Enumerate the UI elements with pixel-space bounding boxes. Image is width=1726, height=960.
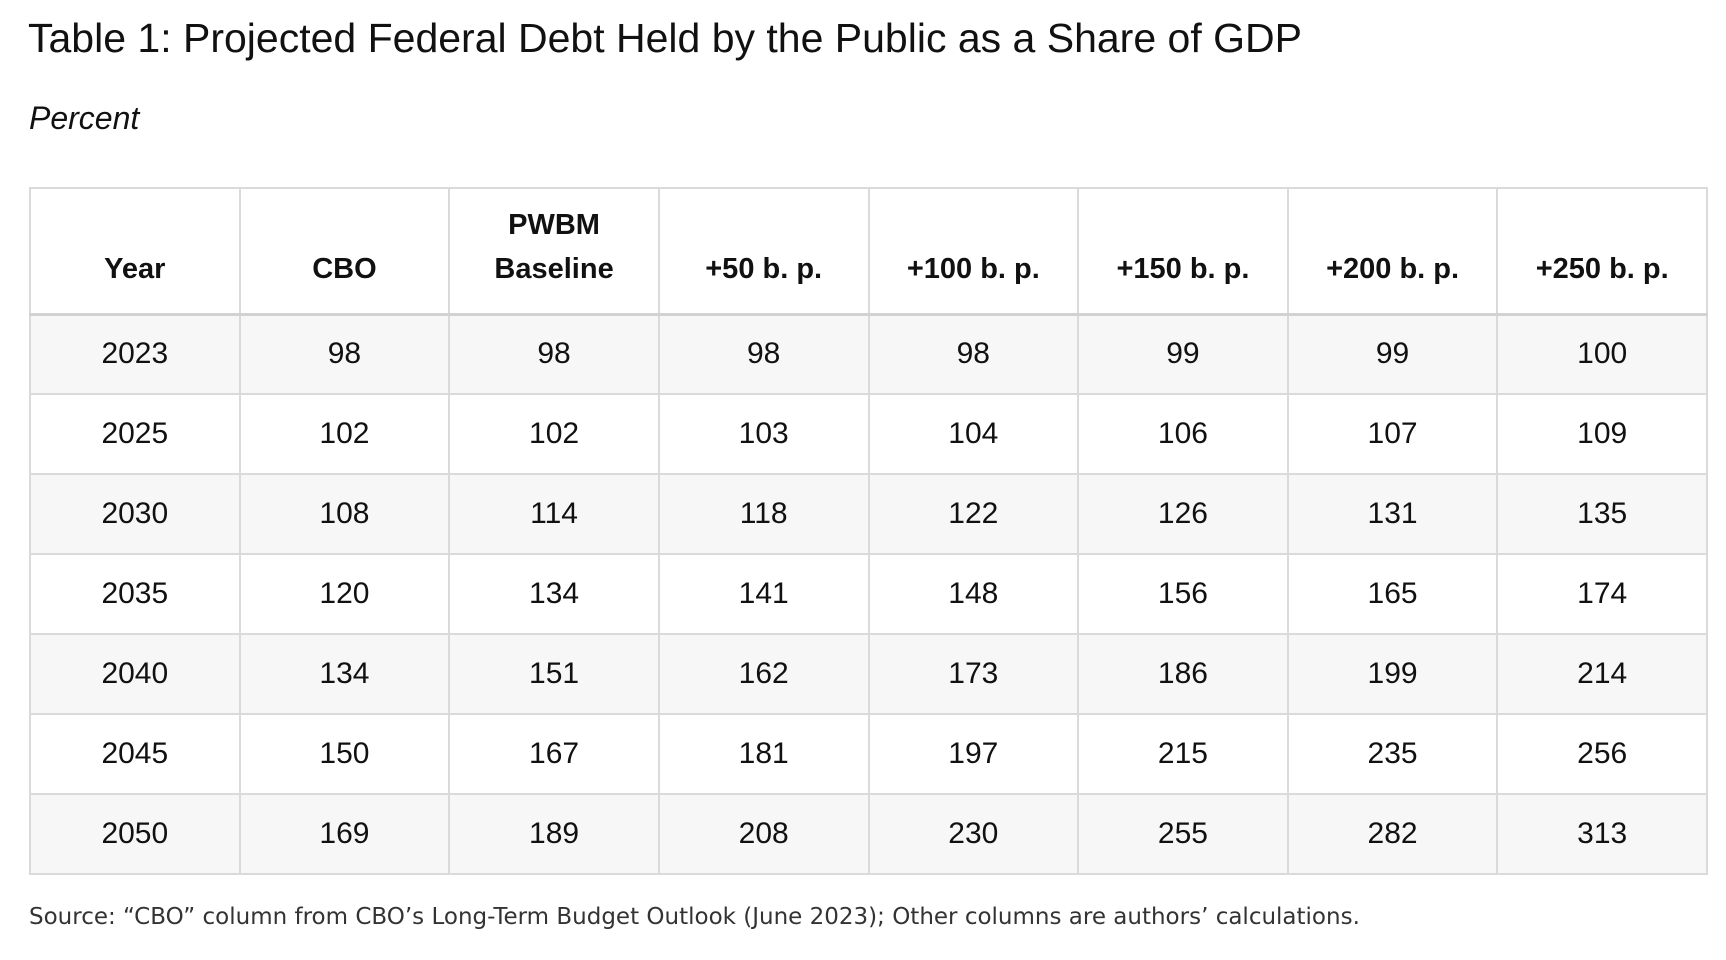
header-pwbm-line1: PWBM [508,208,600,241]
table-cell: 109 [1496,393,1708,475]
table-cell: 2025 [29,393,241,475]
table-cell: 2035 [29,553,241,635]
table-cell: 230 [867,793,1080,875]
debt-projection-table: Year CBO PWBM Baseline +50 b. p. +100 b. … [29,187,1708,875]
table-row: 2045 150 167 181 197 215 235 256 [29,713,1708,795]
source-note: Source: “CBO” column from CBO’s Long-Ter… [29,904,1360,930]
table-cell: 126 [1077,473,1289,555]
table-cell: 99 [1077,313,1289,395]
table-cell: 208 [657,793,870,875]
header-plus-250: +250 b. p. [1496,187,1708,316]
table-cell: 215 [1077,713,1289,795]
table-cell: 189 [448,793,660,875]
table-cell: 118 [657,473,870,555]
table-cell: 98 [867,313,1080,395]
table-cell: 98 [448,313,660,395]
table-cell: 148 [867,553,1080,635]
table-cell: 282 [1286,793,1499,875]
table-cell: 151 [448,633,660,715]
header-pwbm-line2: Baseline [494,252,614,285]
table-cell: 103 [657,393,870,475]
header-plus-150-label: +150 b. p. [1116,252,1250,285]
table-cell: 107 [1286,393,1499,475]
header-plus-200-label: +200 b. p. [1326,252,1460,285]
header-row: Year CBO PWBM Baseline +50 b. p. +100 b. … [29,187,1708,316]
table-cell: 108 [238,473,451,555]
table-cell: 256 [1496,713,1708,795]
table-cell: 186 [1077,633,1289,715]
table-cell: 169 [238,793,451,875]
table-row: 2025 102 102 103 104 106 107 109 [29,393,1708,475]
table-cell: 2040 [29,633,241,715]
header-plus-250-label: +250 b. p. [1535,252,1669,285]
table-cell: 214 [1496,633,1708,715]
table-cell: 106 [1077,393,1289,475]
table-cell: 181 [657,713,870,795]
table-cell: 156 [1077,553,1289,635]
table-cell: 131 [1286,473,1499,555]
table-cell: 174 [1496,553,1708,635]
header-pwbm-baseline: PWBM Baseline [448,187,660,316]
table-cell: 104 [867,393,1080,475]
header-plus-200: +200 b. p. [1286,187,1499,316]
header-plus-100: +100 b. p. [867,187,1080,316]
header-plus-50-label: +50 b. p. [705,252,823,285]
table-row: 2023 98 98 98 98 99 99 100 [29,313,1708,395]
table-cell: 255 [1077,793,1289,875]
table-row: 2035 120 134 141 148 156 165 174 [29,553,1708,635]
header-year-label: Year [104,252,166,285]
table-subtitle: Percent [29,100,140,136]
header-cbo: CBO [238,187,451,316]
table-cell: 162 [657,633,870,715]
table-title: Table 1: Projected Federal Debt Held by … [28,15,1302,61]
table-cell: 313 [1496,793,1708,875]
header-plus-100-label: +100 b. p. [906,252,1040,285]
table-cell: 165 [1286,553,1499,635]
table-cell: 173 [867,633,1080,715]
table-cell: 100 [1496,313,1708,395]
table-cell: 98 [238,313,451,395]
table-cell: 120 [238,553,451,635]
table-cell: 99 [1286,313,1499,395]
table-cell: 197 [867,713,1080,795]
table-cell: 114 [448,473,660,555]
table-cell: 102 [448,393,660,475]
table-cell: 134 [448,553,660,635]
table-cell: 167 [448,713,660,795]
table-row: 2030 108 114 118 122 126 131 135 [29,473,1708,555]
table-row: 2050 169 189 208 230 255 282 313 [29,793,1708,875]
table-cell: 2023 [29,313,241,395]
table-cell: 150 [238,713,451,795]
table-cell: 141 [657,553,870,635]
table-cell: 199 [1286,633,1499,715]
header-plus-150: +150 b. p. [1077,187,1289,316]
table-row: 2040 134 151 162 173 186 199 214 [29,633,1708,715]
table-cell: 2030 [29,473,241,555]
header-year: Year [29,187,241,316]
header-cbo-label: CBO [312,252,377,285]
table-cell: 98 [657,313,870,395]
table-cell: 134 [238,633,451,715]
table-cell: 122 [867,473,1080,555]
table-cell: 135 [1496,473,1708,555]
header-plus-50: +50 b. p. [657,187,870,316]
table-cell: 2050 [29,793,241,875]
table-cell: 2045 [29,713,241,795]
table-cell: 235 [1286,713,1499,795]
table-cell: 102 [238,393,451,475]
